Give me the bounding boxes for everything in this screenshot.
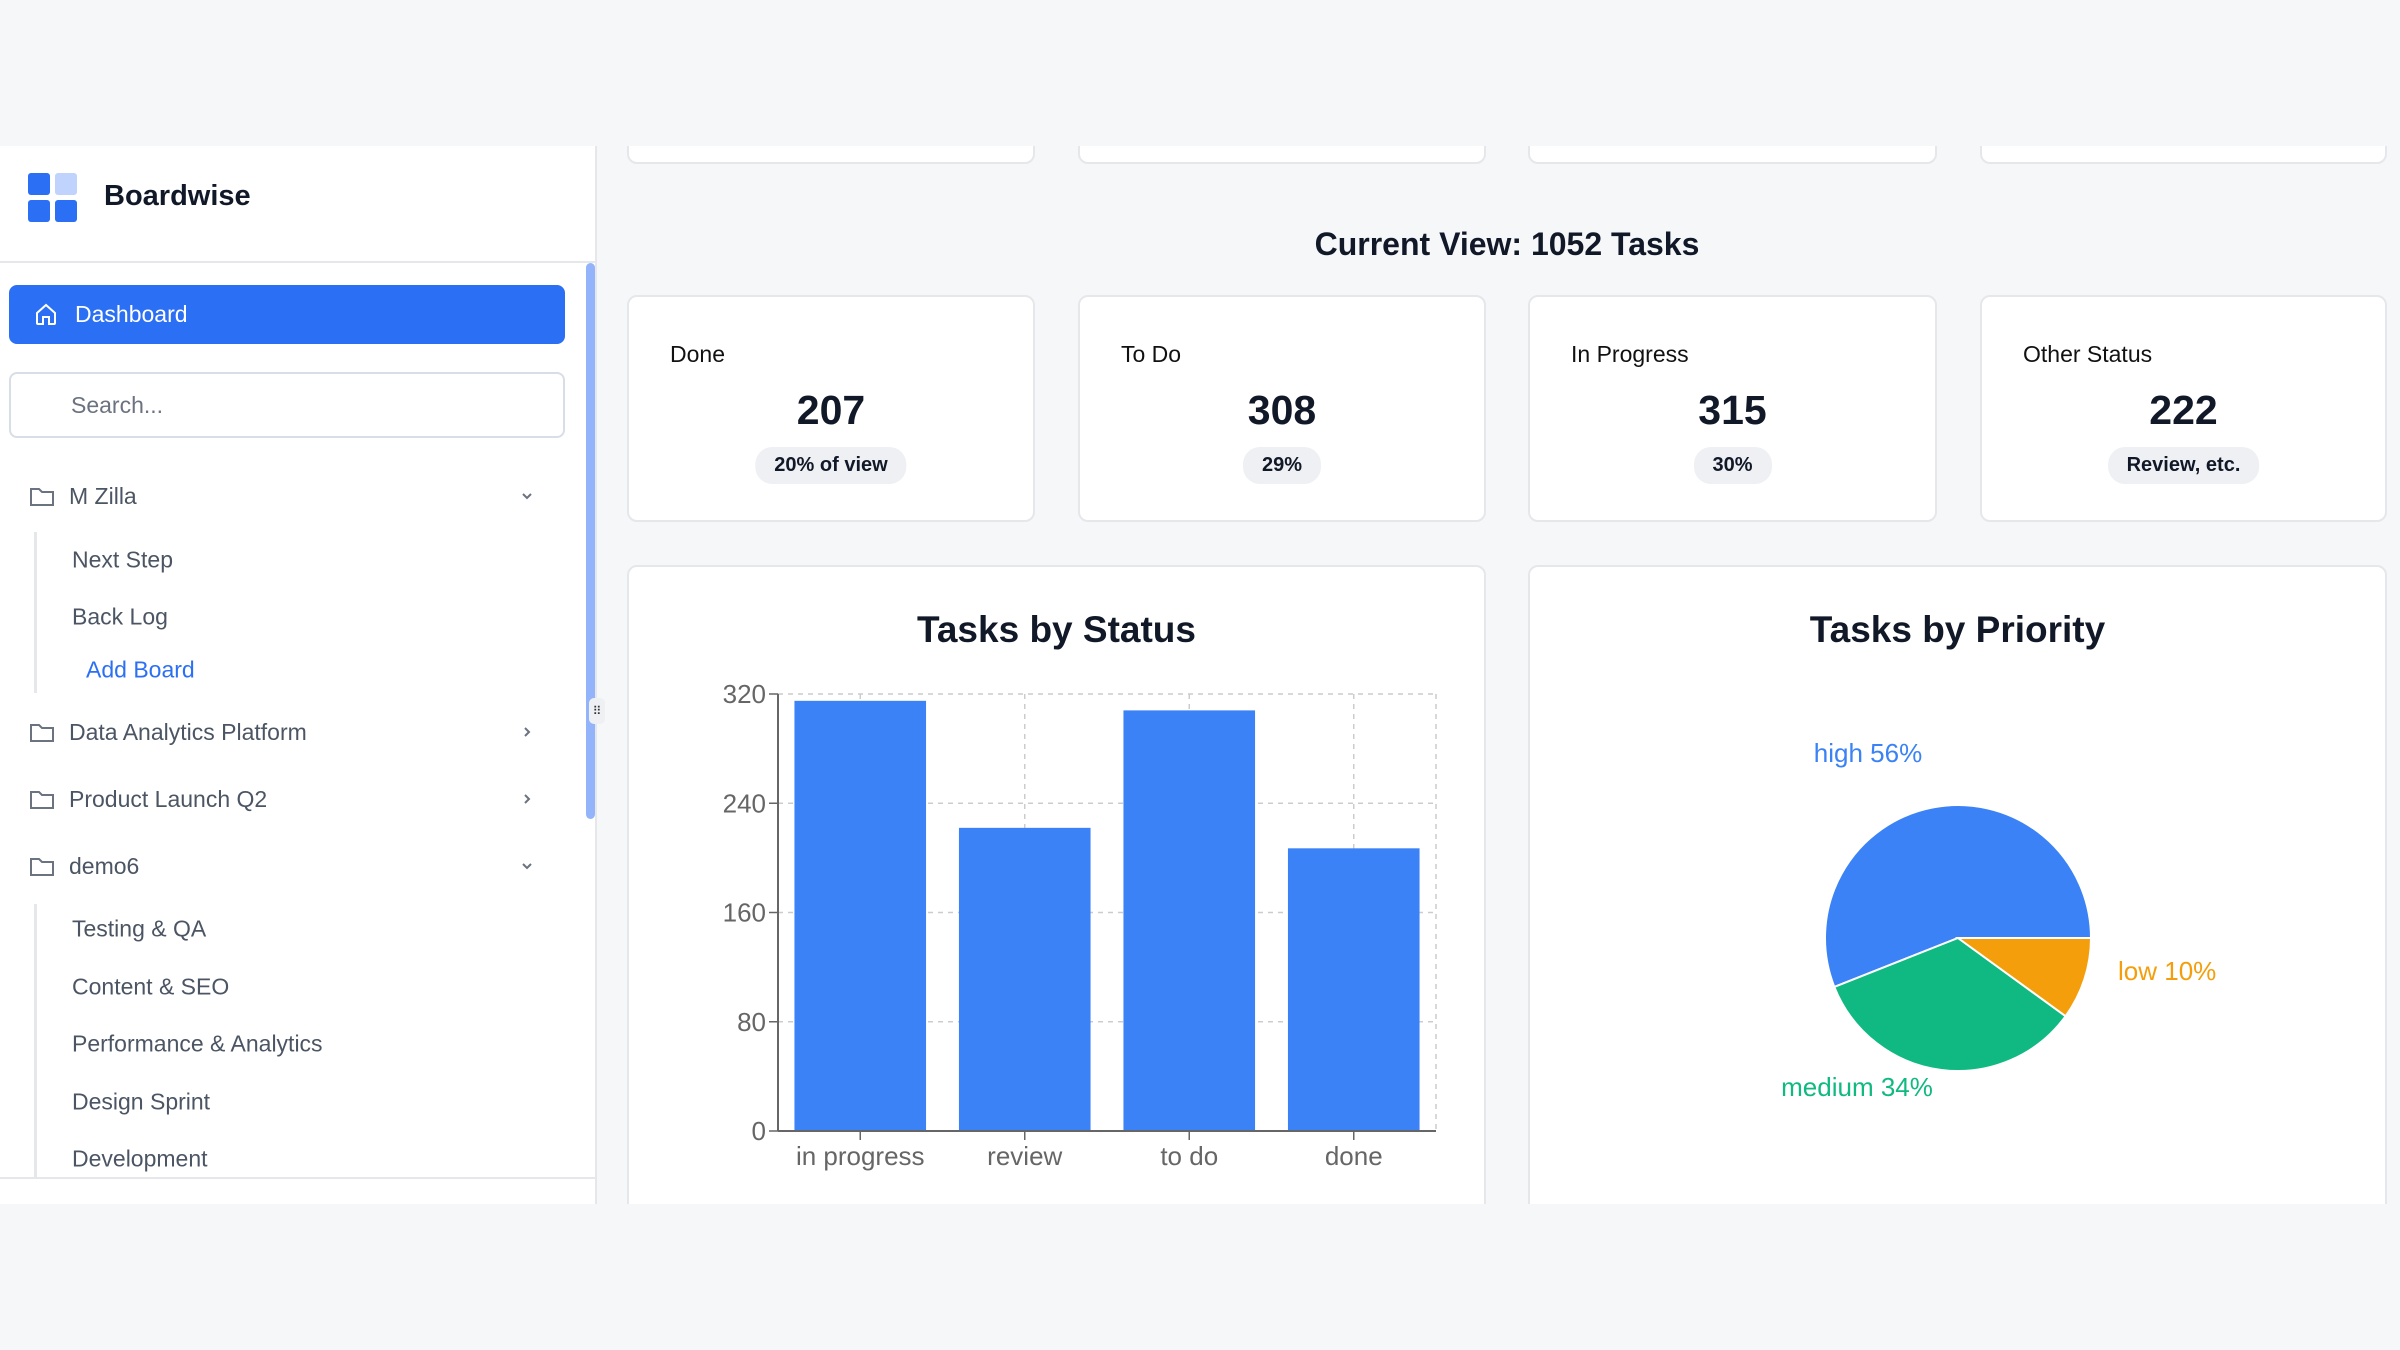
- x-tick-label: done: [1325, 1141, 1383, 1171]
- folder-icon: [30, 791, 54, 809]
- y-tick-label: 160: [723, 898, 766, 928]
- chart-title: Tasks by Priority: [1809, 609, 2106, 650]
- sidebar-scrollbar[interactable]: [586, 263, 595, 819]
- sidebar-header: Boardwise: [0, 146, 595, 263]
- pie-slice-high: [1824, 804, 2093, 989]
- board-testing-qa[interactable]: Testing & QA: [72, 915, 207, 942]
- stat-value: 222: [2149, 387, 2218, 433]
- folder-icon: [30, 858, 54, 876]
- stat-card-to-do: To Do 308 29%: [1078, 295, 1486, 522]
- board-performance-analytics[interactable]: Performance & Analytics: [72, 1030, 323, 1057]
- stat-card-done: Done 207 20% of view: [627, 295, 1035, 522]
- tasks-by-status-card: Tasks by Status 0 80 160 240 320 in progress r…: [627, 565, 1486, 1204]
- board-design-sprint[interactable]: Design Sprint: [72, 1088, 211, 1115]
- sidebar-footer-divider: [0, 1177, 595, 1179]
- stat-badge: 20% of view: [755, 447, 907, 484]
- folder-icon: [30, 724, 54, 742]
- board-next-step[interactable]: Next Step: [72, 546, 173, 573]
- pie-label-medium: medium 34%: [1781, 1072, 1933, 1102]
- x-tick-label: to do: [1160, 1141, 1218, 1171]
- current-view-title: Current View: 1052 Tasks: [1314, 226, 1700, 262]
- x-tick-label: review: [987, 1141, 1062, 1171]
- app-title: Boardwise: [104, 180, 251, 212]
- stat-card-in-progress: In Progress 315 30%: [1528, 295, 1937, 522]
- clipped-card: [1528, 146, 1937, 164]
- chevron-down-icon[interactable]: [518, 857, 536, 875]
- folder-icon: [30, 488, 54, 506]
- app-window: Boardwise Dashboard M Zilla Next Step Ba…: [0, 146, 2400, 1204]
- chart-title: Tasks by Status: [917, 609, 1196, 650]
- pie-slice-medium: [1833, 936, 2067, 1072]
- pie-slice-low: [1954, 937, 2093, 1018]
- chevron-right-icon[interactable]: [518, 790, 536, 808]
- home-icon: [36, 303, 56, 325]
- sidebar-group-product-launch-q2[interactable]: Product Launch Q2: [0, 779, 560, 819]
- stat-value: 207: [796, 387, 866, 433]
- bar-chart: 0 80 160 240 320 in progress review to do done: [723, 679, 1437, 1171]
- bar-in-progress: [794, 700, 927, 1131]
- bar-done: [1287, 848, 1420, 1131]
- group-label: demo6: [69, 852, 140, 879]
- tree-line: [34, 532, 37, 693]
- sidebar-group-data-analytics-platform[interactable]: Data Analytics Platform: [0, 712, 560, 752]
- group-label: M Zilla: [69, 482, 137, 509]
- stat-badge: 30%: [1693, 447, 1772, 484]
- stat-badge: 29%: [1242, 447, 1322, 484]
- boardwise-logo-icon: [28, 173, 78, 223]
- stat-label: In Progress: [1571, 341, 1689, 367]
- sidebar: Boardwise Dashboard M Zilla Next Step Ba…: [0, 146, 597, 1204]
- y-tick-label: 80: [737, 1007, 766, 1037]
- clipped-card: [627, 146, 1035, 164]
- y-tick-label: 240: [723, 788, 766, 818]
- chevron-down-icon[interactable]: [518, 487, 536, 505]
- stat-label: Done: [670, 341, 725, 367]
- board-back-log[interactable]: Back Log: [72, 603, 168, 630]
- chevron-right-icon[interactable]: [518, 723, 536, 741]
- group-label: Data Analytics Platform: [69, 718, 307, 745]
- clipped-card: [1078, 146, 1486, 164]
- pie-chart: high 56% medium 34% low 10%: [1781, 738, 2216, 1102]
- stat-card-other-status: Other Status 222 Review, etc.: [1980, 295, 2387, 522]
- stat-label: Other Status: [2023, 341, 2153, 367]
- bar-review: [958, 827, 1091, 1131]
- tree-line: [34, 904, 37, 1177]
- board-development[interactable]: Development: [72, 1145, 208, 1172]
- sidebar-item-dashboard[interactable]: Dashboard: [9, 285, 565, 344]
- stat-value: 315: [1698, 387, 1767, 433]
- sidebar-group-demo6[interactable]: demo6: [0, 846, 560, 886]
- board-content-seo[interactable]: Content & SEO: [72, 973, 230, 1000]
- stat-badge: Review, etc.: [2107, 447, 2260, 484]
- y-tick-label: 320: [723, 679, 766, 709]
- group-label: Product Launch Q2: [69, 785, 268, 812]
- stat-label: To Do: [1121, 341, 1182, 367]
- sidebar-group-m-zilla[interactable]: M Zilla: [0, 476, 560, 516]
- add-board-link[interactable]: Add Board: [86, 656, 195, 683]
- dashboard-label: Dashboard: [75, 301, 188, 327]
- x-tick-label: in progress: [796, 1141, 925, 1171]
- clipped-card: [1980, 146, 2387, 164]
- bar-to-do: [1123, 710, 1256, 1131]
- resize-handle-icon[interactable]: ⠿: [589, 698, 605, 724]
- search-input[interactable]: [9, 372, 565, 438]
- y-tick-label: 0: [752, 1116, 766, 1146]
- pie-label-low: low 10%: [2118, 956, 2216, 986]
- tasks-by-priority-card: Tasks by Priority high 56% medium 34% low …: [1528, 565, 2387, 1204]
- pie-label-high: high 56%: [1814, 738, 1922, 768]
- stat-value: 308: [1247, 387, 1317, 433]
